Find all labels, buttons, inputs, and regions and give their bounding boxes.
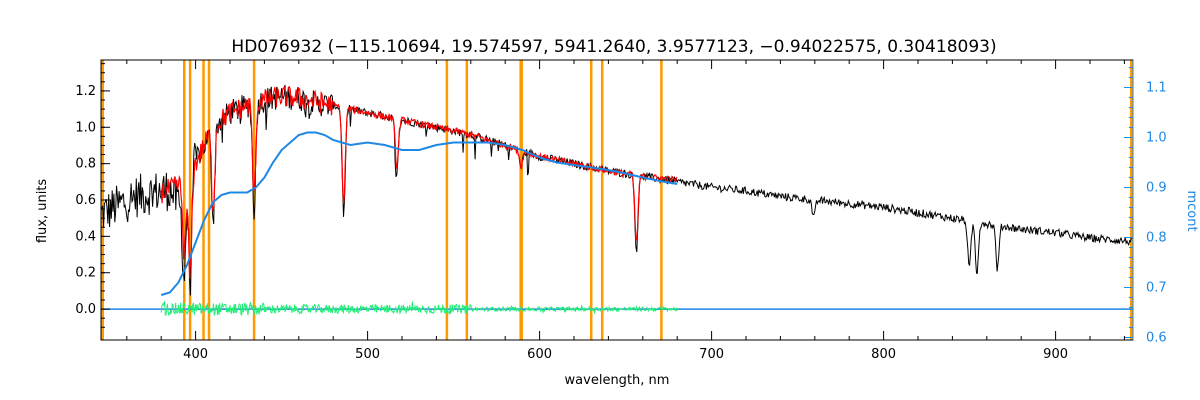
- plot-frame: [100, 59, 1134, 341]
- continuum-curve: [160, 131, 678, 296]
- y2-tick-label: 0.7: [1146, 281, 1167, 296]
- x-tick-label: 600: [527, 347, 552, 362]
- x-tick-label: 400: [183, 347, 208, 362]
- residual-series: [160, 301, 678, 317]
- y-tick-label: 0.2: [75, 266, 96, 281]
- y-tick-label: 0.4: [75, 229, 96, 244]
- y2-tick-label: 0.6: [1146, 331, 1167, 346]
- x-tick-label: 900: [1043, 347, 1068, 362]
- y2-axis-label: mcont: [1184, 190, 1199, 231]
- y-tick-label: 0.8: [75, 157, 96, 172]
- y-tick-label: 1.2: [75, 84, 96, 99]
- y2-tick-label: 0.9: [1146, 181, 1167, 196]
- y-tick-label: 0.0: [75, 302, 96, 317]
- model-spectrum: [160, 85, 678, 279]
- observed-spectrum: [100, 84, 1134, 296]
- x-axis: 400 500 600 700 800 900: [126, 60, 1125, 362]
- plot-content: [100, 84, 1134, 317]
- right-y-axis: 0.6 0.7 0.8 0.9 1.0 1.1: [1124, 60, 1167, 346]
- y2-tick-label: 0.8: [1146, 231, 1167, 246]
- chart-title: HD076932 (−115.10694, 19.574597, 5941.26…: [231, 37, 996, 57]
- left-y-axis: 0.0 0.2 0.4 0.6 0.8 1.0 1.2: [75, 63, 110, 328]
- x-axis-label: wavelength, nm: [565, 373, 670, 388]
- x-tick-label: 500: [355, 347, 380, 362]
- y-tick-label: 0.6: [75, 193, 96, 208]
- y2-tick-label: 1.1: [1146, 81, 1167, 96]
- marker-lines: [101, 60, 1133, 340]
- y2-tick-label: 1.0: [1146, 131, 1167, 146]
- x-tick-label: 800: [871, 347, 896, 362]
- y-axis-label: flux, units: [35, 179, 50, 244]
- y-tick-label: 1.0: [75, 120, 96, 135]
- x-tick-label: 700: [699, 347, 724, 362]
